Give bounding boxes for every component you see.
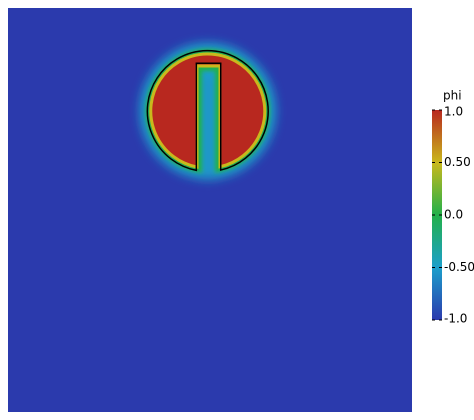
colorbar-tick-label: 0.0 <box>444 208 463 222</box>
colorbar-tick-label: -1.0 <box>444 312 467 326</box>
colorbar-tick-label: 0.50 <box>444 155 471 169</box>
colorbar-tick-label: -0.50 <box>444 260 474 274</box>
disk <box>139 43 276 181</box>
colorbar <box>432 110 442 320</box>
colorbar-title: phi <box>443 89 462 103</box>
colorbar-tick-label: 1.0 <box>444 105 463 119</box>
